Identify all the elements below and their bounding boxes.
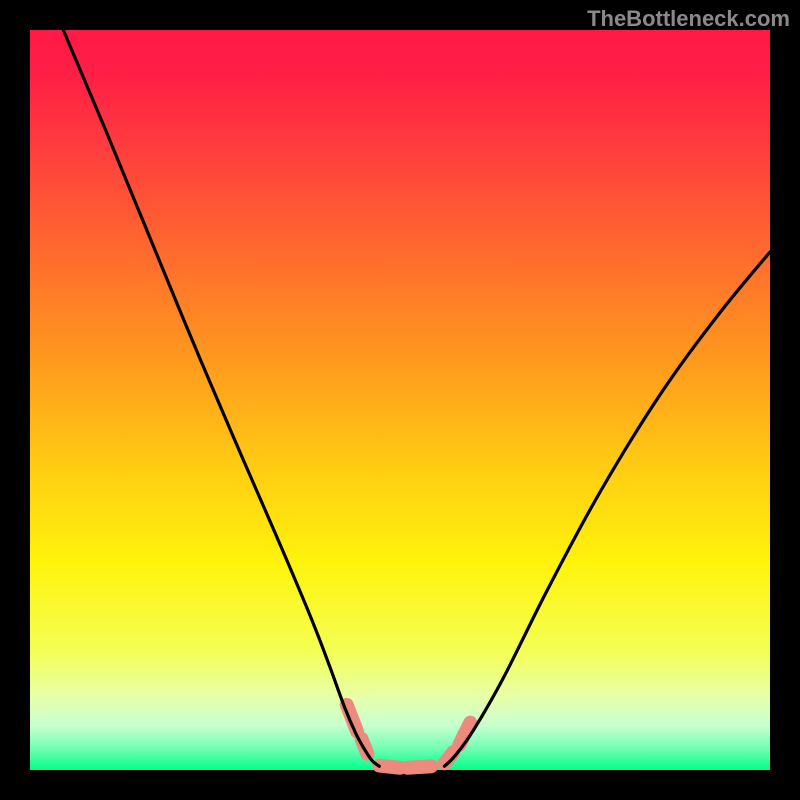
chart-gradient-background <box>30 30 770 770</box>
watermark-label: TheBottleneck.com <box>587 6 790 32</box>
chart-container: TheBottleneck.com <box>0 0 800 800</box>
curve-marker <box>379 766 400 768</box>
bottleneck-curve-chart <box>0 0 800 800</box>
curve-marker <box>407 766 431 767</box>
